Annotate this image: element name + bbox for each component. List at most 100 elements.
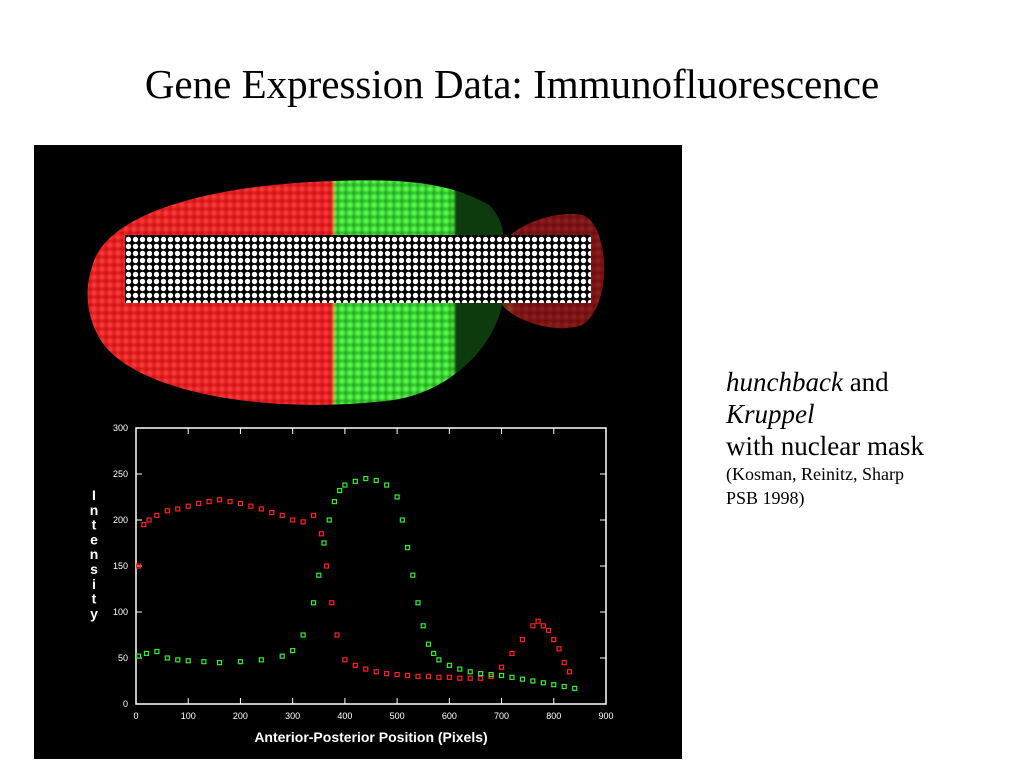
data-point-green	[561, 683, 567, 690]
y-tick-label: 0	[123, 699, 128, 709]
data-point-red	[141, 521, 147, 528]
data-point-red	[136, 563, 142, 569]
data-point-red	[545, 627, 552, 633]
data-point-red	[535, 618, 541, 624]
data-point-green	[572, 685, 578, 691]
reference-line-1: (Kosman, Reinitz, Sharp	[726, 464, 904, 484]
data-point-red	[154, 512, 160, 519]
y-axis-label-char: t	[92, 517, 97, 533]
y-axis-label-char: i	[92, 576, 96, 592]
data-point-green	[136, 653, 142, 659]
data-point-red	[478, 675, 484, 681]
data-point-green	[551, 682, 557, 688]
data-point-green	[415, 600, 421, 606]
data-point-green	[258, 657, 264, 663]
embryo-image	[34, 145, 682, 423]
data-point-red	[269, 510, 275, 516]
data-point-red	[436, 674, 442, 680]
data-point-red	[175, 506, 181, 512]
data-point-red	[566, 669, 573, 675]
caption: hunchback and Kruppel with nuclear mask …	[726, 366, 1016, 510]
y-tick-label: 150	[113, 561, 128, 571]
nuclear-mask-strip	[125, 235, 591, 303]
data-point-red	[404, 672, 411, 679]
data-point-red	[509, 650, 515, 656]
data-point-red	[498, 664, 505, 670]
figure-panel: 0 100 200 300 400 500 600 700 800 900 0 50 100 150 200…	[34, 145, 682, 759]
data-point-green	[326, 517, 332, 523]
y-tick-label: 250	[113, 469, 128, 479]
data-point-green	[425, 641, 432, 647]
data-point-red	[300, 519, 306, 525]
data-point-green	[420, 623, 426, 629]
data-point-green	[201, 659, 207, 665]
data-point-green	[164, 655, 170, 661]
data-point-red	[258, 506, 264, 512]
x-tick-label: 900	[598, 711, 613, 721]
intensity-plot: 0 100 200 300 400 500 600 700 800 900 0 50 100 150 200…	[90, 423, 614, 745]
data-point-red	[290, 517, 296, 523]
data-point-red	[425, 673, 432, 679]
data-point-green	[279, 653, 285, 659]
data-point-red	[185, 503, 191, 509]
data-point-green	[436, 657, 442, 663]
data-point-red	[334, 632, 340, 638]
data-point-red	[530, 623, 536, 629]
data-point-red	[373, 669, 379, 675]
data-point-red	[329, 600, 335, 606]
data-point-red	[146, 517, 152, 523]
x-tick-label: 600	[442, 711, 457, 721]
y-tick-label: 300	[113, 423, 128, 433]
data-point-green	[316, 572, 322, 578]
data-point-green	[467, 669, 473, 675]
data-point-red	[467, 675, 473, 681]
y-axis-label-char: n	[90, 546, 99, 562]
data-point-green	[300, 632, 306, 638]
x-tick-label: 300	[285, 711, 300, 721]
y-axis-label-char: s	[90, 561, 98, 577]
data-point-red	[519, 637, 526, 643]
data-point-red	[551, 637, 557, 643]
caption-and: and	[842, 367, 889, 397]
y-axis-label-char: y	[90, 605, 98, 621]
data-point-red	[227, 498, 233, 505]
data-point-red	[248, 503, 254, 509]
data-point-green	[337, 487, 343, 494]
caption-mask-text: with nuclear mask	[726, 431, 924, 461]
data-point-red	[363, 666, 369, 672]
data-point-green	[498, 672, 505, 679]
data-point-red	[196, 500, 202, 507]
y-tick-label: 50	[118, 653, 128, 663]
data-point-red	[164, 508, 170, 514]
data-point-red	[352, 662, 358, 668]
data-point-green	[237, 659, 244, 665]
data-point-red	[556, 646, 562, 652]
data-point-green	[331, 498, 338, 505]
plot-frame	[135, 427, 607, 705]
data-point-green	[310, 600, 317, 606]
data-point-red	[540, 623, 546, 629]
data-point-green	[509, 674, 515, 680]
data-point-red	[310, 512, 317, 519]
y-axis-label-char: t	[92, 591, 97, 607]
data-point-green	[488, 671, 494, 678]
data-point-green	[384, 482, 390, 488]
y-axis-label-char: e	[90, 531, 98, 547]
y-tick-label: 100	[113, 607, 128, 617]
data-point-red	[446, 674, 452, 680]
data-series	[136, 475, 578, 691]
data-point-green	[410, 572, 416, 578]
data-point-green	[446, 662, 452, 668]
y-tick-label: 200	[113, 515, 128, 525]
data-point-green	[373, 477, 379, 484]
data-point-red	[415, 673, 421, 679]
reference-line-2: PSB 1998)	[726, 488, 805, 508]
data-point-red	[206, 498, 212, 505]
data-point-green	[478, 671, 484, 677]
x-tick-label: 500	[390, 711, 405, 721]
data-point-red	[394, 671, 400, 678]
x-tick-label: 0	[133, 711, 138, 721]
data-point-green	[519, 676, 526, 682]
x-tick-label: 700	[494, 711, 509, 721]
data-point-green	[175, 657, 181, 663]
